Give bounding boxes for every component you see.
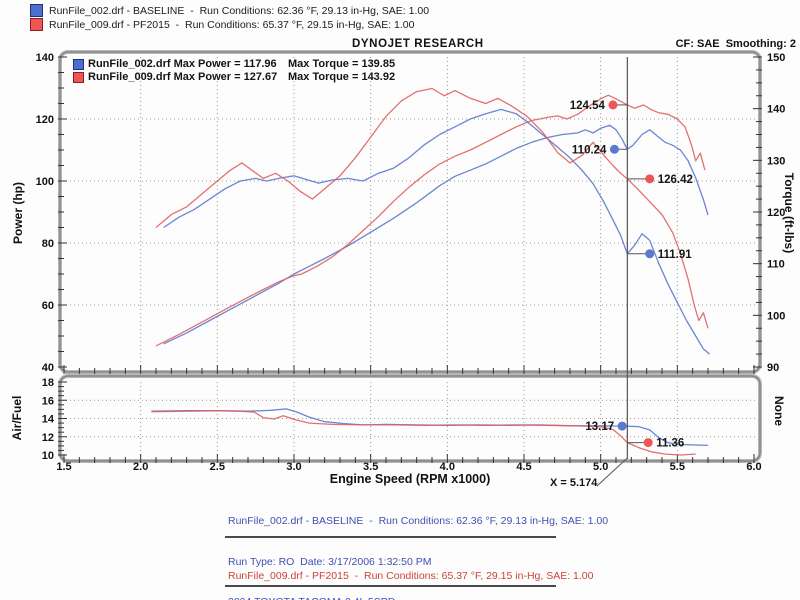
run-info-baseline: RunFile_002.drf - BASELINE - Run Conditi… [228, 488, 608, 600]
left-tick-label: 40 [42, 362, 54, 374]
power-axis-title: Power (hp) [11, 182, 25, 244]
left-tick-label: 80 [42, 238, 54, 250]
right-tick-label: 90 [767, 362, 779, 374]
cursor-x-readout: X = 5.174 [550, 477, 598, 489]
pf2015-torque-curve [155, 87, 709, 329]
right-tick-label: 100 [767, 310, 785, 322]
x-tick-label: 3.0 [286, 461, 301, 473]
run-info-baseline-line2: Run Type: RO Date: 3/17/2006 1:32:50 PM [228, 555, 432, 568]
cursor-value-dot [608, 100, 618, 110]
x-tick-label: 4.5 [516, 461, 531, 473]
pf2015-max-torque: Max Torque = 143.92 [288, 71, 396, 83]
baseline-color-swatch [30, 4, 43, 17]
airfuel-axis-title: Air/Fuel [10, 395, 24, 441]
left-tick-label: 14 [42, 414, 55, 426]
run-legend-row-pf2015[interactable]: RunFile_009.drf - PF2015 - Run Condition… [30, 18, 415, 31]
cursor-label-pointer [596, 457, 628, 487]
x-tick-label: 2.5 [210, 461, 225, 473]
left-tick-label: 120 [36, 114, 54, 126]
dynojet-brand-title: DYNOJET RESEARCH [352, 38, 484, 50]
dyno-power-torque-panel-border [59, 51, 761, 373]
cursor-value-dot [645, 249, 655, 259]
x-tick-label: 2.0 [133, 461, 148, 473]
cursor-value-dot [645, 174, 655, 184]
right-tick-label: 110 [767, 259, 785, 271]
run-info-baseline-line1: RunFile_002.drf - BASELINE - Run Conditi… [228, 515, 609, 527]
run-info-pf2015-line1: RunFile_009.drf - PF2015 - Run Condition… [228, 570, 594, 582]
dyno-power-torque-panel-frame [58, 50, 762, 374]
engine-speed-axis-title: Engine Speed (RPM x1000) [329, 472, 491, 486]
cursor-value-label: 13.17 [585, 421, 614, 433]
x-tick-label: 4.0 [440, 461, 455, 473]
x-tick-label: 6.0 [746, 461, 761, 473]
run-legend-text-pf2015: RunFile_009.drf - PF2015 - Run Condition… [49, 18, 415, 31]
pf2015-af-curve [151, 410, 696, 456]
run-info-pf2015: RunFile_009.drf - PF2015 - Run Condition… [228, 543, 594, 600]
pf2015-color-swatch-small [73, 71, 84, 83]
cursor-value-label: 124.54 [570, 100, 606, 112]
baseline-max-torque: Max Torque = 139.85 [288, 58, 396, 70]
run-legend-row-baseline[interactable]: RunFile_002.drf - BASELINE - Run Conditi… [30, 4, 429, 17]
right-tick-label: 150 [767, 52, 785, 64]
cursor-value-label: 11.36 [656, 438, 684, 450]
x-tick-label: 1.5 [56, 461, 71, 473]
left-tick-label: 12 [42, 432, 54, 444]
left-tick-label: 100 [36, 176, 54, 188]
pf2015-power-curve [155, 94, 706, 347]
baseline-max-power: RunFile_002.drf Max Power = 117.96 [88, 58, 277, 70]
run-legend-text-baseline: RunFile_002.drf - BASELINE - Run Conditi… [49, 4, 430, 17]
pf2015-max-power: RunFile_009.drf Max Power = 127.67 [88, 71, 278, 83]
x-tick-label: 5.5 [670, 461, 685, 473]
cursor-value-dot [643, 438, 653, 448]
cursor-value-label: 126.42 [658, 174, 693, 186]
right-tick-label: 120 [767, 207, 785, 219]
left-tick-label: 60 [42, 300, 54, 312]
x-tick-label: 5.0 [593, 461, 608, 473]
run-separator-2 [225, 585, 556, 587]
left-tick-label: 18 [42, 377, 54, 389]
baseline-torque-curve [163, 108, 710, 355]
none-axis-title: None [772, 396, 786, 426]
baseline-color-swatch-small [73, 58, 84, 70]
run-separator-1 [225, 536, 556, 538]
left-tick-label: 10 [42, 450, 54, 462]
correction-smoothing-label: CF: SAE Smoothing: 2 [675, 38, 796, 50]
right-tick-label: 140 [767, 104, 785, 116]
cursor-value-label: 110.24 [572, 144, 607, 156]
left-tick-label: 140 [36, 52, 54, 64]
max-legend-row-pf2015: RunFile_009.drf Max Power = 127.67 Max T… [73, 71, 395, 83]
run-info-baseline-line3: 2004 TOYOTA TACOMA 2.4L 5SPD. [228, 596, 608, 600]
max-legend-row-baseline: RunFile_002.drf Max Power = 117.96 Max T… [73, 58, 395, 70]
pf2015-color-swatch [30, 18, 43, 31]
right-tick-label: 130 [767, 155, 785, 167]
cursor-value-label: 111.91 [658, 249, 693, 261]
cursor-value-dot [609, 144, 619, 154]
baseline-power-curve [163, 124, 709, 345]
cursor-value-dot [617, 421, 627, 431]
left-tick-label: 16 [42, 395, 54, 407]
x-tick-label: 3.5 [363, 461, 378, 473]
torque-axis-title: Torque (ft-lbs) [782, 172, 796, 254]
